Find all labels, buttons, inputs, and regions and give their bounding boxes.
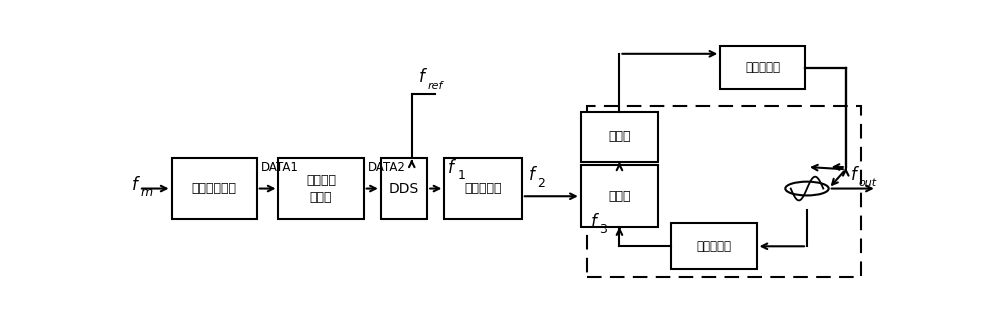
Text: 带通滤波器: 带通滤波器	[464, 182, 502, 195]
Text: ref: ref	[427, 81, 443, 91]
Text: 电荷泵: 电荷泵	[608, 131, 631, 143]
Bar	[444, 158, 522, 219]
Bar	[581, 112, 658, 162]
Bar	[587, 106, 861, 277]
Bar	[172, 158, 257, 219]
Text: DATA1: DATA1	[261, 161, 299, 174]
Bar	[278, 158, 364, 219]
Text: $2$: $2$	[537, 177, 546, 190]
Text: 数模转换电路: 数模转换电路	[192, 182, 237, 195]
Text: $f$: $f$	[850, 166, 860, 184]
Bar	[720, 46, 805, 89]
Text: DDS: DDS	[389, 181, 419, 196]
Bar	[581, 165, 658, 227]
Text: $3$: $3$	[599, 223, 608, 236]
Text: DATA2: DATA2	[368, 161, 406, 174]
Text: 可变分频器: 可变分频器	[696, 240, 732, 253]
Text: $f$: $f$	[418, 68, 428, 86]
Text: $m$: $m$	[140, 186, 154, 199]
Text: out: out	[859, 178, 877, 188]
Bar	[381, 158, 427, 219]
Text: 数据处理
及控制: 数据处理 及控制	[306, 173, 336, 204]
Text: $f$: $f$	[528, 166, 538, 184]
Bar	[671, 223, 757, 269]
Text: $f$: $f$	[447, 159, 457, 177]
Text: $f$: $f$	[131, 176, 141, 194]
Text: $f$: $f$	[590, 213, 600, 231]
Text: 鉴相器: 鉴相器	[608, 190, 631, 203]
Text: $1$: $1$	[457, 169, 465, 182]
Text: 环路滤波器: 环路滤波器	[745, 61, 780, 74]
